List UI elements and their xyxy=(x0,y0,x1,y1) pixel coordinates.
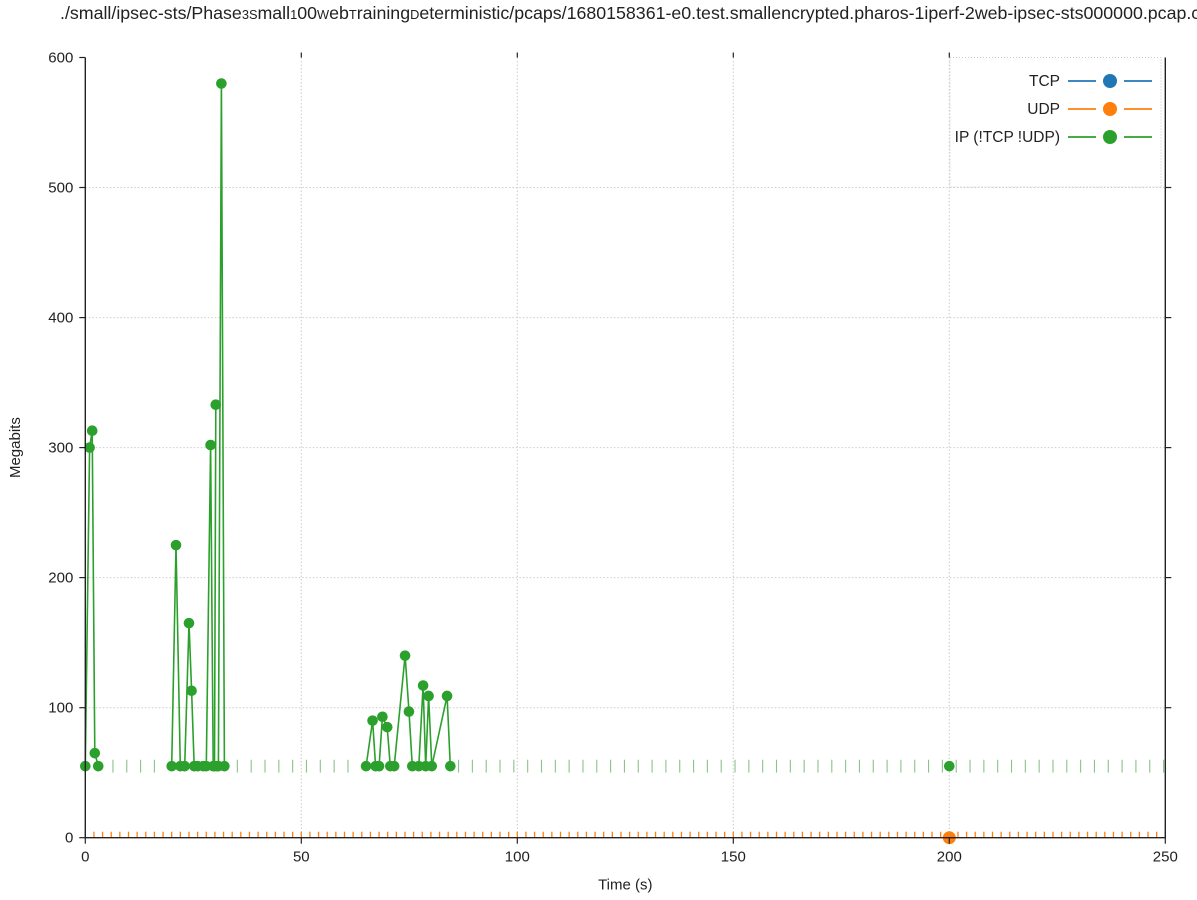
svg-text:TCP: TCP xyxy=(1029,73,1060,90)
svg-text:100: 100 xyxy=(48,700,73,717)
svg-text:300: 300 xyxy=(48,440,73,457)
svg-text:0: 0 xyxy=(81,849,89,866)
svg-text:200: 200 xyxy=(48,570,73,587)
svg-text:400: 400 xyxy=(48,310,73,327)
svg-text:IP (!TCP !UDP): IP (!TCP !UDP) xyxy=(955,129,1060,146)
svg-text:UDP: UDP xyxy=(1027,101,1060,118)
svg-text:200: 200 xyxy=(937,849,962,866)
svg-text:Megabits: Megabits xyxy=(7,417,24,478)
svg-text:100: 100 xyxy=(505,849,530,866)
svg-text:250: 250 xyxy=(1153,849,1178,866)
svg-text:600: 600 xyxy=(48,50,73,67)
svg-text:150: 150 xyxy=(721,849,746,866)
svg-text:500: 500 xyxy=(48,180,73,197)
svg-text:50: 50 xyxy=(293,849,310,866)
svg-text:0: 0 xyxy=(65,830,73,847)
svg-text:Time (s): Time (s) xyxy=(598,877,652,894)
